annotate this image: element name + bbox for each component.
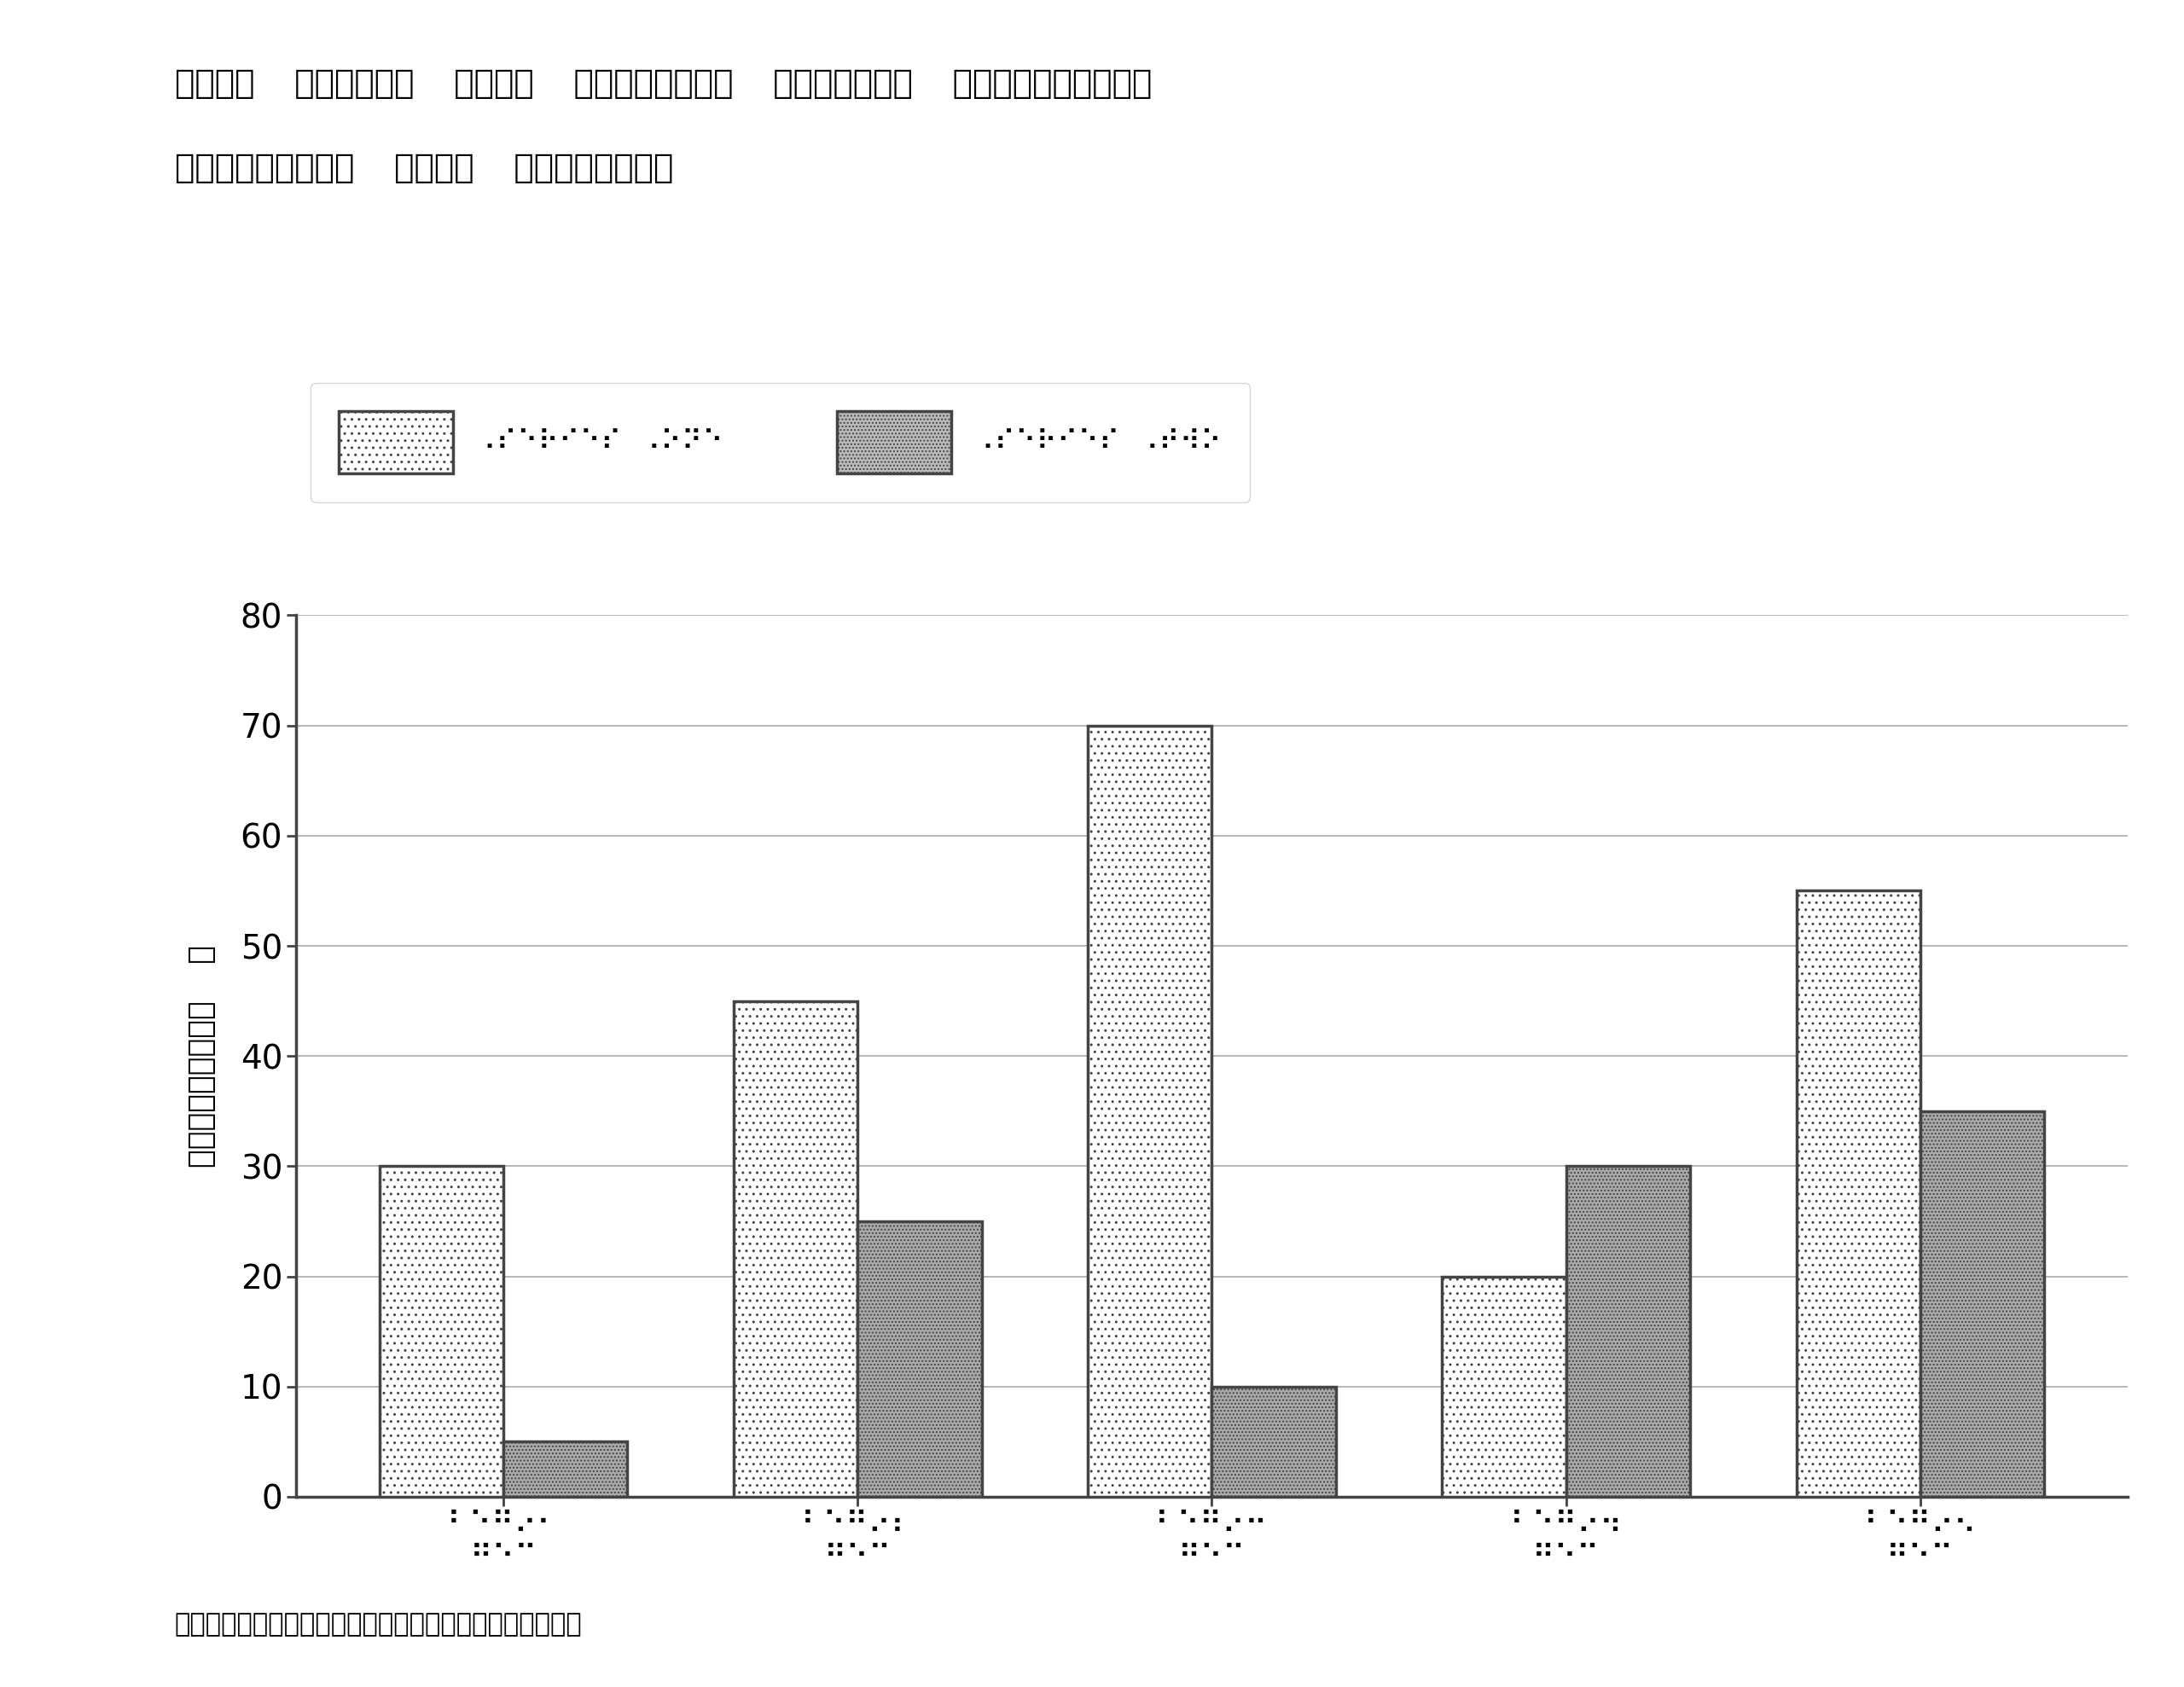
Bar (1088, 725, 1212, 1496)
Bar (380, 1166, 502, 1496)
Text: ⠠⠃⠁⠗  ⠠⠉⠓⠁⠗⠞  ⠺⠊⠞⠓  ⠠⠃⠗⠁⠊⠇⠇⠑  ⠠⠇⠁⠃⠑⠇⠎  ⠠⠛⠑⠝⠑⠗⠁⠞⠑⠙: ⠠⠃⠁⠗ ⠠⠉⠓⠁⠗⠞ ⠺⠊⠞⠓ ⠠⠃⠗⠁⠊⠇⠇⠑ ⠠⠇⠁⠃⠑⠇⠎ ⠠⠛⠑⠝⠑⠗… (175, 67, 1151, 100)
Bar (1212, 1387, 1337, 1496)
Legend: ⠠⠎⠑⠗⠊⠑⠎  ⠠⠕⠝⠑, ⠠⠎⠑⠗⠊⠑⠎  ⠠⠞⠺⠕: ⠠⠎⠑⠗⠊⠑⠎ ⠠⠕⠝⠑, ⠠⠎⠑⠗⠊⠑⠎ ⠠⠞⠺⠕ (310, 383, 1249, 503)
Bar (734, 1000, 858, 1496)
Bar (1566, 1166, 1690, 1496)
Bar (858, 1221, 981, 1496)
Text: ⠠⠎⠕⠥⠗⠉⠑⠒⠀⠠⠍⠊⠉⠗⠕⠎⠕⠋⠞⠀⠠⠑⠭⠉⠑⠇: ⠠⠎⠕⠥⠗⠉⠑⠒⠀⠠⠍⠊⠉⠗⠕⠎⠕⠋⠞⠀⠠⠑⠭⠉⠑⠇ (175, 1611, 583, 1636)
Text: ⠠⠎⠥⠃⠞⠊⠞⠇⠑  ⠺⠊⠞⠓  ⠠⠃⠗⠁⠊⠇⠇⠑: ⠠⠎⠥⠃⠞⠊⠞⠇⠑ ⠺⠊⠞⠓ ⠠⠃⠗⠁⠊⠇⠇⠑ (175, 152, 673, 184)
Bar (502, 1442, 627, 1496)
Bar (1795, 891, 1920, 1496)
Bar (1920, 1112, 2044, 1496)
Bar (1441, 1277, 1566, 1496)
Y-axis label: ⠠⠍⠊⠇⠇⠊⠕⠝⠎  ⠮: ⠠⠍⠊⠇⠇⠊⠕⠝⠎ ⠮ (188, 945, 216, 1167)
